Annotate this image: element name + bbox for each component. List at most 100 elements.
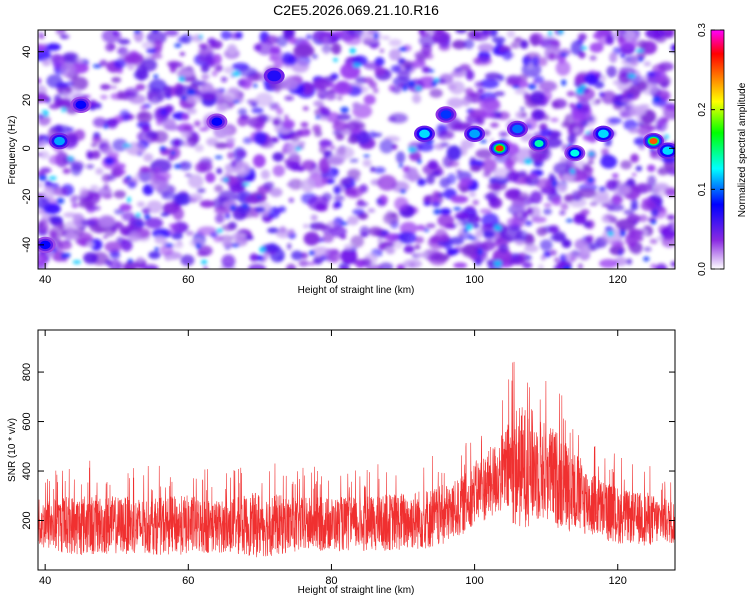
- texture-blob: [481, 30, 489, 35]
- hotspot-mark: [534, 140, 544, 147]
- bottom-y-tick-label: 400: [21, 462, 33, 480]
- texture-spot: [92, 64, 102, 69]
- texture-blob: [671, 44, 675, 50]
- texture-blob: [287, 55, 297, 66]
- texture-blob: [616, 30, 626, 37]
- texture-spot: [170, 150, 176, 156]
- texture-blob: [493, 91, 505, 97]
- texture-blob: [38, 221, 45, 228]
- hotspot-mark: [440, 110, 452, 119]
- texture-blob: [344, 34, 362, 46]
- texture-blob: [146, 30, 167, 45]
- texture-blob: [49, 231, 58, 238]
- texture-blob: [530, 153, 544, 163]
- texture-blob: [463, 38, 475, 50]
- texture-spot: [559, 53, 568, 57]
- texture-blob: [332, 30, 344, 38]
- hotspot-mark: [419, 129, 430, 138]
- texture-blob: [389, 113, 408, 124]
- texture-blob: [277, 206, 287, 213]
- texture-blob: [490, 122, 499, 128]
- texture-blob: [293, 44, 315, 58]
- texture-blob: [497, 74, 505, 82]
- texture-blob: [620, 160, 632, 170]
- colorbar-gradient: [710, 29, 725, 270]
- texture-blob: [564, 194, 574, 203]
- texture-spot: [127, 258, 134, 264]
- colorbar-ticks: 0.0 0.1 0.2 0.3: [697, 23, 724, 276]
- texture-blob: [491, 36, 506, 43]
- texture-blob: [313, 100, 324, 107]
- texture-blob: [256, 255, 265, 261]
- texture-blob: [630, 54, 639, 68]
- texture-blob: [127, 64, 135, 71]
- texture-spot: [174, 43, 182, 48]
- texture-blob: [387, 241, 395, 248]
- texture-spot: [512, 85, 520, 89]
- texture-blob: [426, 32, 431, 37]
- texture-blob: [314, 109, 320, 116]
- texture-blob: [548, 172, 555, 181]
- texture-spot: [164, 243, 174, 248]
- texture-blob: [139, 166, 151, 174]
- texture-blob: [214, 184, 224, 193]
- texture-blob: [103, 183, 110, 190]
- texture-blob: [600, 155, 618, 169]
- texture-spot: [465, 224, 473, 231]
- texture-blob: [282, 119, 295, 130]
- bottom-x-ticks: 40 60 80 100 120: [39, 330, 627, 587]
- texture-blob: [286, 263, 297, 269]
- texture-blob: [191, 78, 201, 87]
- texture-blob: [535, 178, 554, 190]
- texture-blob: [520, 39, 529, 50]
- texture-blob: [637, 125, 652, 137]
- texture-spot: [577, 90, 584, 95]
- texture-spot: [423, 228, 430, 232]
- texture-spot: [352, 63, 361, 68]
- texture-blob: [263, 181, 275, 190]
- top-x-ticks: 40 60 80 100 120: [39, 30, 627, 286]
- texture-blob: [432, 30, 451, 44]
- texture-blob: [248, 263, 266, 269]
- texture-blob: [655, 263, 668, 269]
- texture-blob: [64, 221, 78, 232]
- texture-blob: [391, 85, 402, 94]
- texture-blob: [339, 266, 351, 269]
- texture-spot: [153, 74, 159, 79]
- texture-spot: [201, 259, 208, 265]
- texture-spot: [231, 243, 240, 248]
- texture-blob: [543, 208, 552, 215]
- texture-blob: [83, 252, 98, 264]
- texture-blob: [172, 207, 184, 221]
- texture-blob: [455, 30, 467, 34]
- texture-blob: [649, 238, 658, 244]
- texture-blob: [426, 174, 435, 185]
- texture-blob: [538, 264, 544, 269]
- texture-blob: [423, 201, 431, 207]
- texture-blob: [274, 88, 281, 93]
- texture-blob: [272, 152, 284, 162]
- top-x-tick-label: 120: [609, 274, 627, 286]
- texture-blob: [601, 148, 610, 156]
- texture-blob: [352, 102, 361, 109]
- texture-blob: [381, 35, 391, 40]
- texture-blob: [176, 69, 196, 78]
- texture-blob: [101, 30, 122, 44]
- texture-blob: [654, 69, 667, 83]
- texture-blob: [397, 70, 411, 81]
- texture-blob: [41, 58, 52, 67]
- texture-blob: [319, 138, 331, 149]
- texture-blob: [517, 170, 528, 178]
- texture-blob: [332, 203, 339, 210]
- texture-blob: [469, 164, 482, 172]
- texture-blob: [594, 80, 605, 89]
- texture-spot: [523, 158, 533, 165]
- texture-blob: [624, 89, 634, 97]
- texture-blob: [378, 262, 394, 269]
- texture-blob: [472, 56, 493, 66]
- snr-panel: 40 60 80 100 120 200 400 600 800 Height of stra…: [7, 329, 676, 596]
- texture-blob: [548, 52, 556, 60]
- texture-blob: [643, 246, 652, 252]
- texture-blob: [214, 142, 228, 149]
